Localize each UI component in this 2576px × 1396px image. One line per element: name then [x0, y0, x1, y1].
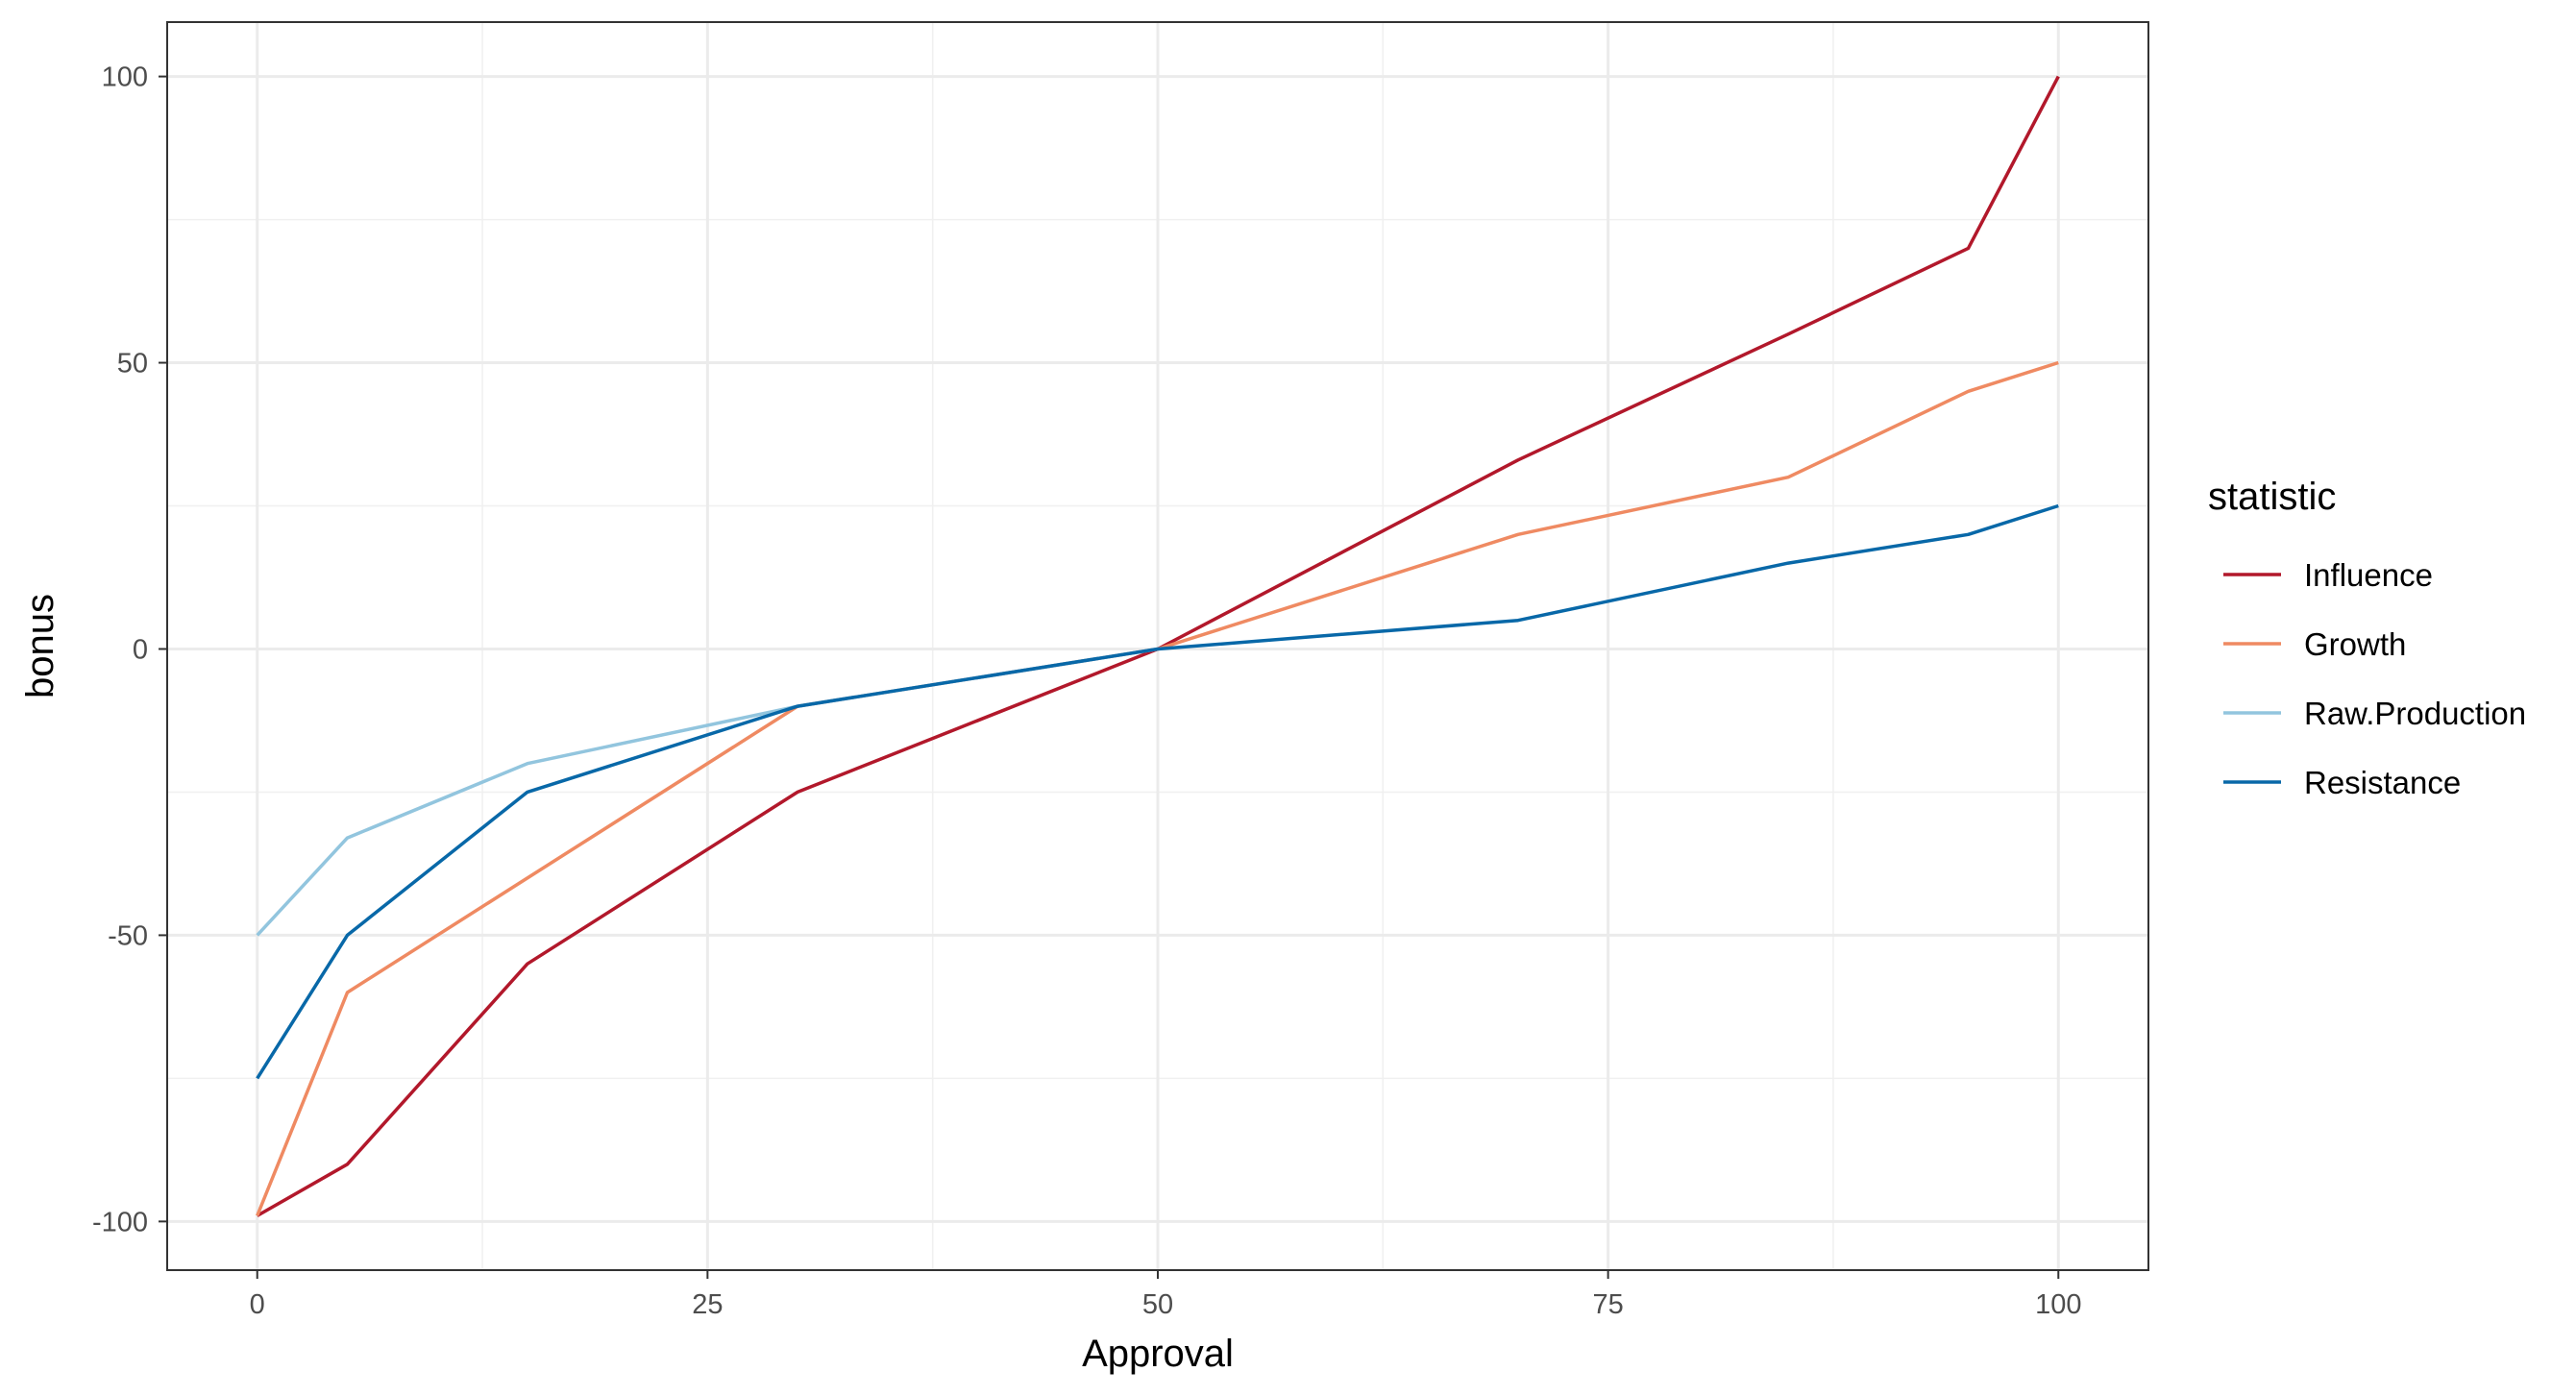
legend-label: Raw.Production: [2304, 696, 2526, 731]
legend-label: Resistance: [2304, 765, 2461, 800]
y-tick-label: 0: [133, 634, 148, 665]
y-tick-label: -50: [108, 920, 148, 951]
series-line-resistance: [256, 503, 2059, 1080]
legend: statistic Influence Growth Raw.Production R…: [2208, 476, 2526, 800]
legend-label: Influence: [2304, 557, 2433, 593]
legend-label: Growth: [2304, 626, 2406, 662]
legend-title: statistic: [2208, 476, 2336, 518]
x-axis-title: Approval: [1082, 1333, 1234, 1375]
x-tick-label: 0: [250, 1289, 265, 1320]
y-tick-label: 50: [117, 349, 148, 380]
x-tick-label: 100: [2035, 1289, 2081, 1320]
y-axis-title: bonus: [19, 594, 61, 698]
x-tick-label: 25: [692, 1289, 723, 1320]
y-tick-label: -100: [92, 1207, 148, 1237]
x-tick-label: 75: [1593, 1289, 1624, 1320]
y-tick-label: 100: [102, 62, 148, 93]
series-line-growth: [256, 360, 2059, 1217]
x-tick-label: 50: [1142, 1289, 1173, 1320]
